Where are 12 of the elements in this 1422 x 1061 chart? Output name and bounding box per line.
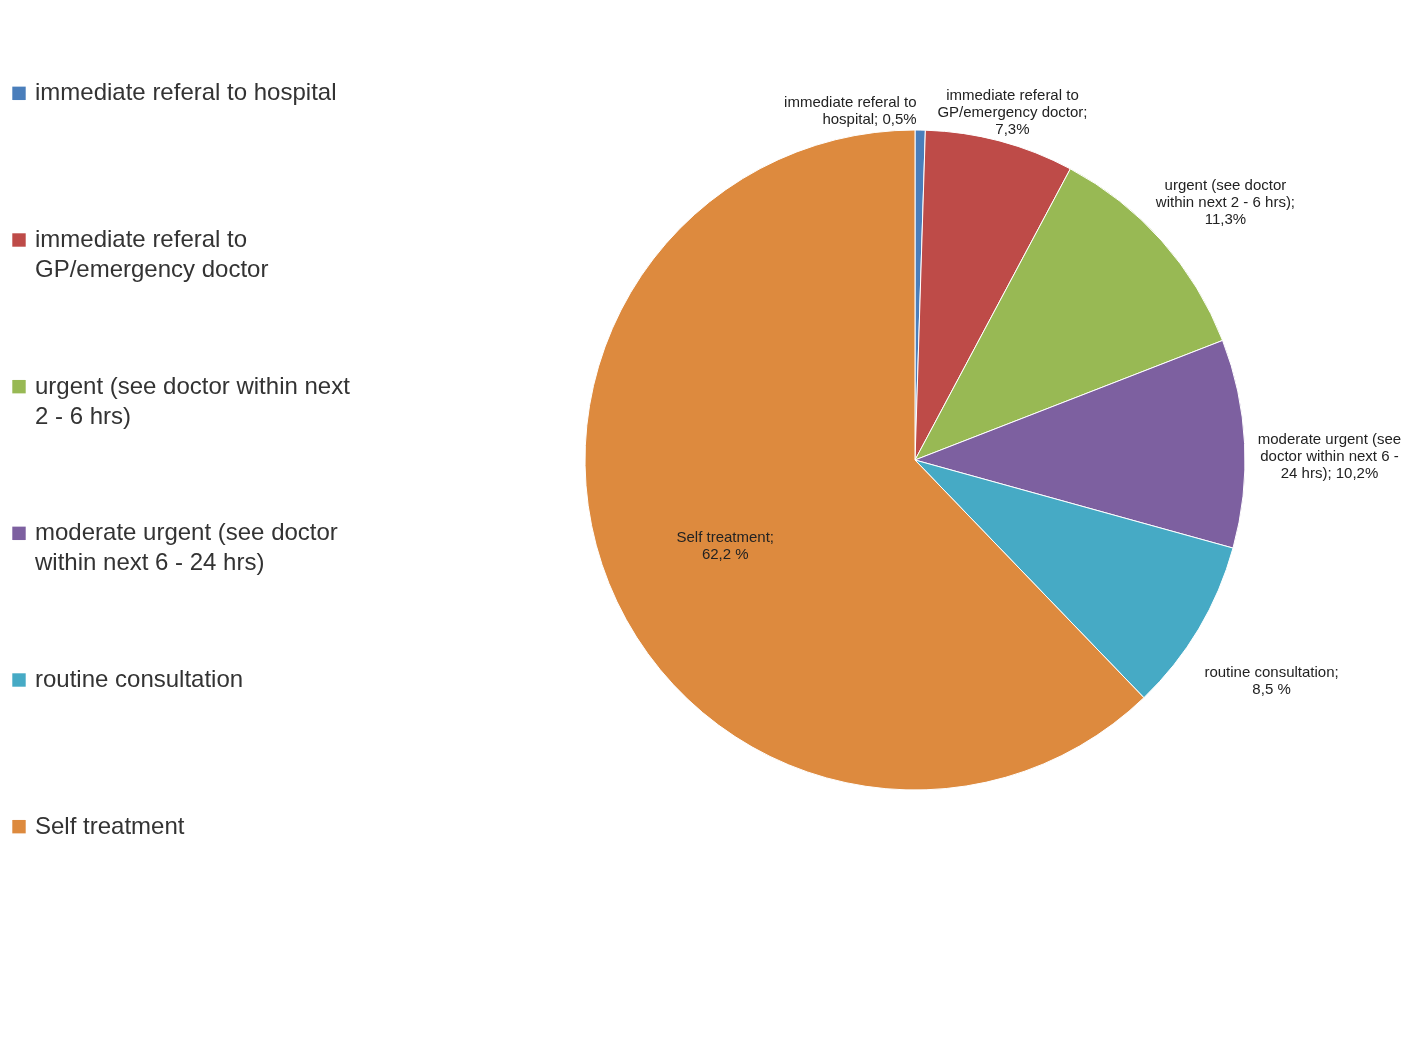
data-label: routine consultation; 8,5 %	[1204, 663, 1339, 698]
legend-label: routine consultation	[35, 665, 244, 692]
legend-label: immediate referal to GP/emergency doctor	[35, 225, 269, 282]
legend-label: urgent (see doctor within next 2 - 6 hrs)	[35, 371, 351, 429]
data-label: moderate urgent (see doctor within next 6 - 24 hrs); 10,2%	[1257, 430, 1402, 482]
legend-label: Self treatment	[35, 811, 185, 839]
data-label: immediate referal to GP/emergency doctor; 7,3%	[937, 85, 1088, 137]
legend-label: immediate referal to hospital	[35, 78, 337, 106]
data-label: immediate referal to hospital; 0,5%	[784, 93, 917, 128]
legend-label: moderate urgent (see doctor within next 6 - 24 hrs)	[34, 518, 338, 576]
data-label: Self treatment; 62,2 %	[676, 527, 775, 562]
data-label: urgent (see doctor within next 2 - 6 hrs); 11,3%	[1154, 175, 1296, 227]
